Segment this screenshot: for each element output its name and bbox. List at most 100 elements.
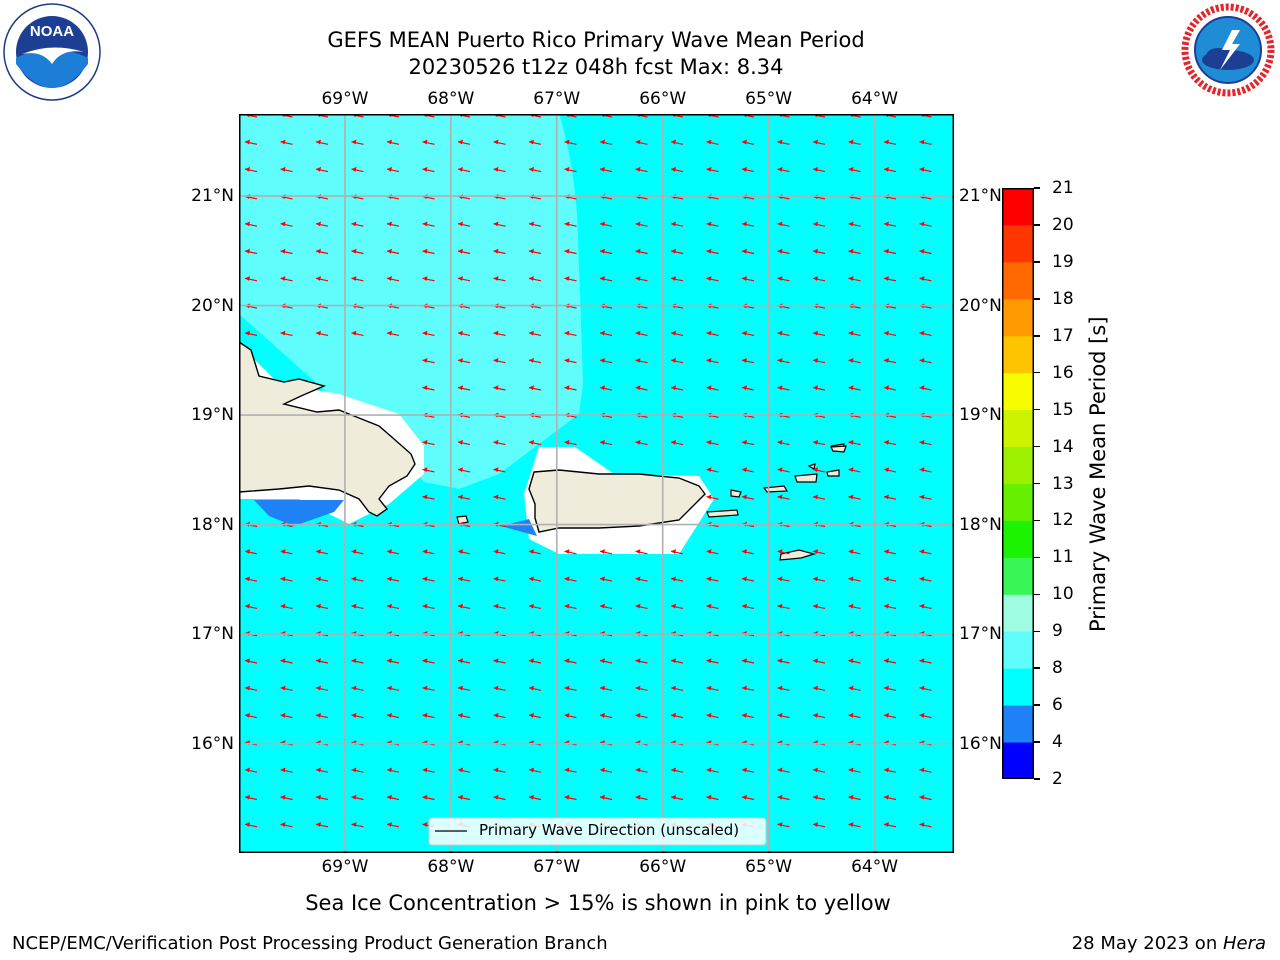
- wave-arrow: [493, 658, 506, 664]
- wave-arrow: [741, 385, 755, 391]
- wave-arrow: [280, 276, 293, 282]
- wave-arrow: [422, 358, 435, 364]
- colorbar-segment: [1002, 520, 1034, 558]
- wave-arrow: [528, 658, 542, 664]
- wave-arrow: [777, 330, 790, 336]
- wave-arrow: [635, 276, 648, 282]
- wave-arrow: [812, 658, 826, 664]
- lat-tick-label: 17°N: [191, 624, 234, 645]
- wave-arrow: [493, 221, 506, 227]
- colorbar: [1002, 188, 1034, 779]
- wave-arrow: [670, 166, 684, 173]
- wave-arrow: [422, 139, 435, 145]
- wave-arrow: [386, 139, 400, 145]
- land-puerto-rico: [528, 469, 706, 533]
- colorbar-tick: [1034, 371, 1040, 374]
- wave-arrow: [635, 712, 648, 719]
- wave-arrow: [457, 576, 471, 582]
- wave-arrow: [564, 276, 577, 282]
- wave-arrow: [528, 139, 542, 145]
- wave-arrow: [848, 467, 861, 473]
- wave-arrow: [741, 494, 755, 500]
- wave-arrow: [280, 658, 293, 664]
- wave-arrow: [422, 794, 435, 801]
- lat-tick-label: 18°N: [191, 514, 234, 535]
- wave-arrow: [493, 248, 506, 255]
- colorbar-tick: [1034, 261, 1040, 263]
- wave-arrow: [457, 685, 471, 691]
- lat-tick-label: 20°N: [191, 295, 234, 316]
- map-frame: [239, 114, 954, 853]
- wave-arrow: [244, 248, 258, 255]
- colorbar-segment: [1002, 372, 1034, 411]
- wave-arrow: [848, 658, 861, 664]
- wave-arrow: [741, 221, 755, 227]
- wave-arrow: [706, 494, 719, 500]
- wave-arrow: [493, 576, 506, 582]
- wave-arrow: [280, 794, 293, 801]
- wave-arrow: [635, 330, 648, 336]
- island-virgin-gorda: [807, 463, 816, 470]
- wave-arrow: [777, 276, 790, 282]
- colorbar-segment: [1002, 668, 1034, 706]
- wave-arrow: [351, 166, 364, 173]
- wave-arrow: [848, 822, 861, 828]
- wave-arrow: [564, 549, 577, 555]
- wave-arrow: [883, 685, 897, 691]
- wave-arrow: [919, 221, 932, 227]
- wave-arrow: [883, 794, 897, 801]
- wave-arrow: [670, 330, 684, 336]
- wave-arrow: [599, 330, 613, 336]
- colorbar-tick: [1034, 593, 1040, 596]
- lon-tick-label: 67°W: [533, 857, 581, 877]
- wave-arrow: [848, 248, 861, 255]
- wave-arrow: [386, 822, 400, 828]
- wave-arrow: [422, 603, 435, 609]
- wave-arrow: [244, 221, 258, 227]
- wave-arrow: [741, 549, 755, 555]
- wave-arrow: [564, 166, 577, 173]
- wave-arrow: [599, 576, 613, 582]
- wave-arrow: [564, 712, 577, 719]
- wave-arrow: [315, 712, 329, 719]
- lon-tick-label: 68°W: [427, 857, 475, 877]
- wave-arrow: [812, 685, 826, 691]
- wave-arrow: [493, 494, 506, 500]
- colorbar-level-label: 20: [1052, 214, 1074, 235]
- wave-arrow: [457, 166, 471, 173]
- wave-arrow: [386, 603, 400, 609]
- wave-arrow: [528, 794, 542, 801]
- wave-arrow: [919, 276, 932, 282]
- wave-arrow: [706, 330, 719, 336]
- wave-arrow: [635, 358, 648, 364]
- island-tortola: [826, 469, 840, 477]
- wave-arrow: [741, 248, 755, 255]
- lon-tick-label: 66°W: [639, 857, 687, 877]
- island-st-croix: [779, 549, 817, 561]
- wave-arrow: [741, 276, 755, 282]
- wave-arrow: [315, 330, 329, 336]
- wave-arrow: [883, 494, 897, 500]
- colorbar-tick: [1034, 482, 1040, 485]
- wave-arrow: [457, 494, 471, 500]
- wave-arrow: [919, 794, 932, 801]
- wave-arrow: [386, 221, 400, 227]
- wave-arrow: [706, 385, 719, 391]
- colorbar-tick: [1034, 741, 1040, 743]
- wave-arrow: [386, 330, 400, 336]
- wave-arrow: [741, 139, 755, 145]
- wave-arrow: [812, 221, 826, 227]
- wave-arrow: [315, 767, 329, 773]
- wave-arrow: [244, 712, 258, 719]
- wave-arrow: [564, 794, 577, 801]
- wave-arrow: [351, 794, 364, 801]
- wave-arrow: [706, 576, 719, 582]
- colorbar-tick: [1034, 408, 1040, 411]
- wave-arrow: [670, 439, 684, 446]
- wave-arrow: [315, 221, 329, 227]
- wave-arrow: [777, 439, 790, 446]
- wave-arrow: [670, 658, 684, 664]
- wave-arrow: [457, 549, 471, 555]
- wave-arrow: [315, 603, 329, 609]
- wave-arrow: [706, 467, 719, 473]
